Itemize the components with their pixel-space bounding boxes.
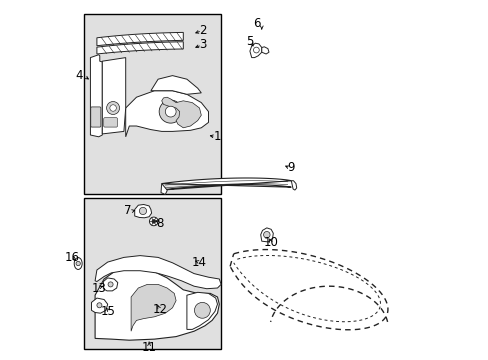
Polygon shape [97, 32, 183, 46]
Text: 7: 7 [123, 204, 131, 217]
Text: 5: 5 [246, 35, 253, 48]
Polygon shape [260, 228, 273, 242]
FancyBboxPatch shape [91, 107, 101, 127]
Text: 12: 12 [152, 303, 167, 316]
Polygon shape [125, 91, 208, 137]
Text: 16: 16 [64, 251, 79, 264]
Polygon shape [103, 278, 118, 291]
Polygon shape [161, 184, 167, 194]
Circle shape [139, 207, 146, 215]
Bar [84, 14, 221, 194]
Circle shape [263, 231, 269, 238]
Polygon shape [186, 292, 217, 329]
Polygon shape [151, 76, 201, 94]
Text: 11: 11 [142, 341, 156, 354]
Text: 8: 8 [156, 217, 163, 230]
Polygon shape [131, 284, 176, 331]
Polygon shape [291, 181, 296, 190]
Circle shape [253, 47, 259, 53]
Polygon shape [90, 55, 102, 137]
Circle shape [76, 261, 80, 266]
Polygon shape [162, 97, 201, 128]
Circle shape [108, 282, 113, 287]
Circle shape [152, 220, 155, 223]
Ellipse shape [74, 258, 82, 269]
Bar [84, 198, 221, 349]
Text: 3: 3 [199, 39, 206, 51]
Circle shape [159, 100, 182, 123]
Polygon shape [95, 267, 219, 340]
Polygon shape [97, 42, 183, 54]
Circle shape [106, 102, 120, 114]
Text: 10: 10 [264, 237, 278, 249]
Polygon shape [162, 178, 291, 190]
Circle shape [149, 217, 158, 226]
Circle shape [97, 303, 102, 308]
Text: 2: 2 [199, 24, 206, 37]
Text: 1: 1 [213, 130, 221, 143]
Text: 14: 14 [192, 256, 206, 269]
Text: 15: 15 [100, 305, 115, 318]
Polygon shape [134, 204, 151, 218]
Polygon shape [95, 256, 221, 289]
Text: 4: 4 [75, 69, 82, 82]
Circle shape [194, 302, 210, 318]
Polygon shape [261, 47, 268, 54]
Circle shape [165, 106, 176, 117]
Text: 9: 9 [287, 161, 294, 174]
Polygon shape [249, 43, 261, 58]
Text: 6: 6 [253, 17, 260, 30]
Polygon shape [91, 298, 107, 313]
Polygon shape [102, 58, 125, 134]
Text: 13: 13 [91, 282, 106, 294]
Circle shape [110, 105, 116, 111]
FancyBboxPatch shape [103, 118, 117, 127]
